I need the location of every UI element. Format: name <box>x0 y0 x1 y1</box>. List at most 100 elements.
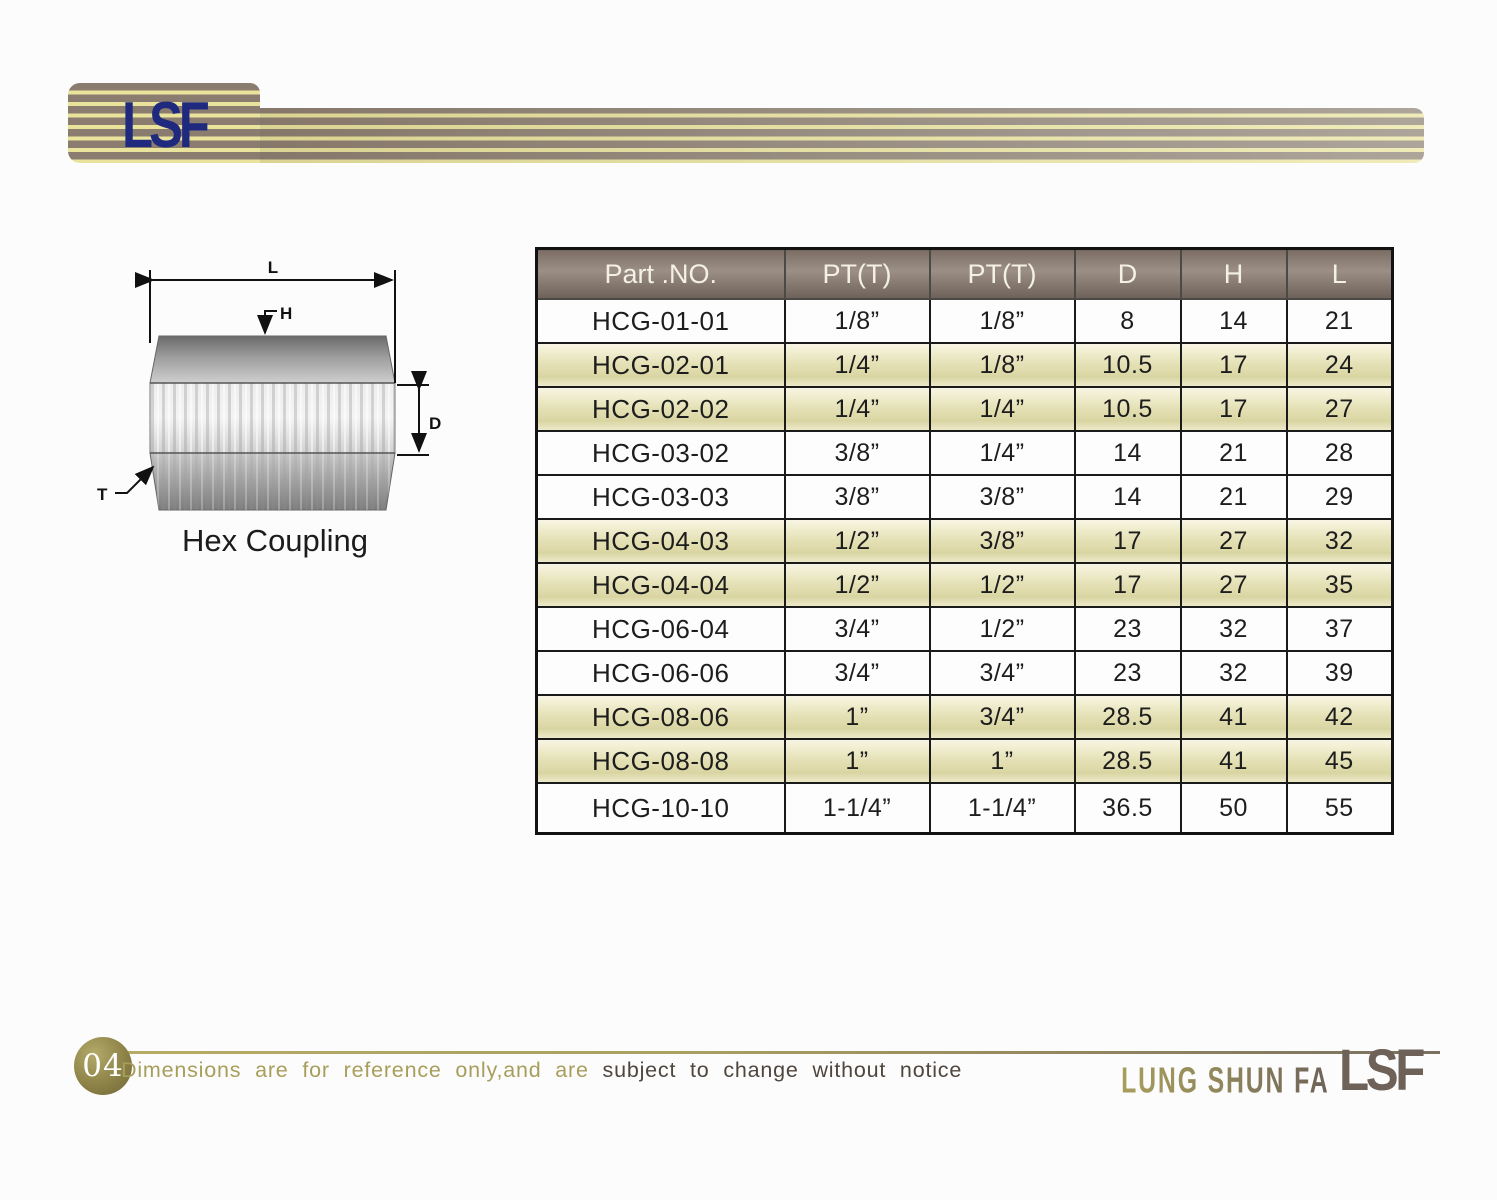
part-number-cell: HCG-08-08 <box>535 738 786 784</box>
table-cell: 1/8” <box>783 298 931 344</box>
lsf-logo: LSF <box>122 89 210 162</box>
part-number-cell: HCG-02-01 <box>535 342 786 388</box>
table-cell: 1-1/4” <box>928 782 1076 835</box>
part-number-cell: HCG-06-06 <box>535 650 786 696</box>
disclaimer-text: Dimensions are for reference only,and ar… <box>121 1058 962 1083</box>
table-cell: 41 <box>1179 738 1288 784</box>
table-cell: 45 <box>1285 738 1394 784</box>
column-header: D <box>1073 247 1182 300</box>
table-cell: 35 <box>1285 562 1394 608</box>
disclaimer-rest: subject to change without notice <box>602 1058 963 1082</box>
table-cell: 1/2” <box>928 606 1076 652</box>
table-row: HCG-08-06 1” 3/4” 28.5 41 42 <box>535 694 1394 740</box>
table-row: HCG-04-03 1/2” 3/8” 17 27 32 <box>535 518 1394 564</box>
lsf-logo-bottom: LSF <box>1339 1038 1425 1103</box>
table-cell: 3/4” <box>783 606 931 652</box>
part-number-cell: HCG-03-02 <box>535 430 786 476</box>
table-cell: 17 <box>1073 562 1182 608</box>
table-cell: 1/2” <box>928 562 1076 608</box>
table-cell: 3/8” <box>928 518 1076 564</box>
table-cell: 21 <box>1285 298 1394 344</box>
table-cell: 10.5 <box>1073 386 1182 432</box>
table-cell: 1/2” <box>783 518 931 564</box>
table-cell: 8 <box>1073 298 1182 344</box>
table-row: HCG-10-10 1-1/4” 1-1/4” 36.5 50 55 <box>535 782 1394 835</box>
brand-banner-left <box>68 83 260 163</box>
table-cell: 32 <box>1179 606 1288 652</box>
hex-coupling-drawing: L H D T Hex Coupling <box>85 253 485 583</box>
table-cell: 1/2” <box>783 562 931 608</box>
table-row: HCG-03-02 3/8” 1/4” 14 21 28 <box>535 430 1394 476</box>
table-cell: 1-1/4” <box>783 782 931 835</box>
table-cell: 17 <box>1179 342 1288 388</box>
table-cell: 55 <box>1285 782 1394 835</box>
table-cell: 17 <box>1073 518 1182 564</box>
part-number-cell: HCG-10-10 <box>535 782 786 835</box>
table-cell: 27 <box>1179 518 1288 564</box>
column-header: PT(T) <box>928 247 1076 300</box>
spec-table-header-row: Part .NO. PT(T) PT(T) D H L <box>535 247 1394 300</box>
table-cell: 37 <box>1285 606 1394 652</box>
table-cell: 1/4” <box>928 430 1076 476</box>
table-row: HCG-06-06 3/4” 3/4” 23 32 39 <box>535 650 1394 696</box>
table-cell: 1/4” <box>783 342 931 388</box>
coupling-body <box>149 335 396 511</box>
table-row: HCG-04-04 1/2” 1/2” 17 27 35 <box>535 562 1394 608</box>
table-cell: 3/4” <box>928 650 1076 696</box>
table-cell: 3/8” <box>783 474 931 520</box>
table-cell: 23 <box>1073 650 1182 696</box>
table-cell: 3/8” <box>928 474 1076 520</box>
table-cell: 3/4” <box>928 694 1076 740</box>
table-cell: 17 <box>1179 386 1288 432</box>
dimension-label-l: L <box>268 258 278 277</box>
table-cell: 39 <box>1285 650 1394 696</box>
page-number-badge: 04 <box>74 1037 132 1095</box>
dimension-label-d: D <box>429 414 441 433</box>
table-cell: 36.5 <box>1073 782 1182 835</box>
table-row: HCG-03-03 3/8” 3/8” 14 21 29 <box>535 474 1394 520</box>
dimension-t <box>115 465 155 494</box>
column-header: PT(T) <box>783 247 931 300</box>
table-cell: 1” <box>928 738 1076 784</box>
table-cell: 24 <box>1285 342 1394 388</box>
table-cell: 10.5 <box>1073 342 1182 388</box>
dimension-d <box>397 371 429 456</box>
table-cell: 28.5 <box>1073 738 1182 784</box>
table-cell: 3/4” <box>783 650 931 696</box>
column-header: H <box>1179 247 1288 300</box>
table-cell: 3/8” <box>783 430 931 476</box>
table-cell: 1” <box>783 694 931 740</box>
table-cell: 1/4” <box>783 386 931 432</box>
table-cell: 21 <box>1179 430 1288 476</box>
part-number-cell: HCG-03-03 <box>535 474 786 520</box>
table-cell: 14 <box>1179 298 1288 344</box>
footer-divider-line <box>100 1051 1440 1054</box>
table-cell: 28 <box>1285 430 1394 476</box>
table-cell: 1/8” <box>928 298 1076 344</box>
column-header: L <box>1285 247 1394 300</box>
bottom-brand: LUNG SHUN FA LSF <box>1103 1038 1437 1103</box>
table-cell: 50 <box>1179 782 1288 835</box>
part-number-cell: HCG-06-04 <box>535 606 786 652</box>
table-cell: 42 <box>1285 694 1394 740</box>
table-row: HCG-02-02 1/4” 1/4” 10.5 17 27 <box>535 386 1394 432</box>
column-header: Part .NO. <box>535 247 786 300</box>
dimension-h <box>257 310 277 335</box>
table-cell: 14 <box>1073 474 1182 520</box>
part-number-cell: HCG-02-02 <box>535 386 786 432</box>
table-cell: 21 <box>1179 474 1288 520</box>
hex-coupling-svg: L H D T Hex Coupling <box>97 258 441 558</box>
part-number-cell: HCG-01-01 <box>535 298 786 344</box>
page-number: 04 <box>82 1048 124 1084</box>
table-cell: 32 <box>1285 518 1394 564</box>
table-cell: 27 <box>1285 386 1394 432</box>
brand-banner-right <box>260 108 1424 163</box>
company-name: LUNG SHUN FA <box>1121 1060 1330 1101</box>
table-row: HCG-01-01 1/8” 1/8” 8 14 21 <box>535 298 1394 344</box>
table-cell: 28.5 <box>1073 694 1182 740</box>
dimension-l <box>135 270 396 383</box>
part-number-cell: HCG-04-03 <box>535 518 786 564</box>
part-number-cell: HCG-08-06 <box>535 694 786 740</box>
table-cell: 27 <box>1179 562 1288 608</box>
dimension-label-t: T <box>97 485 108 504</box>
